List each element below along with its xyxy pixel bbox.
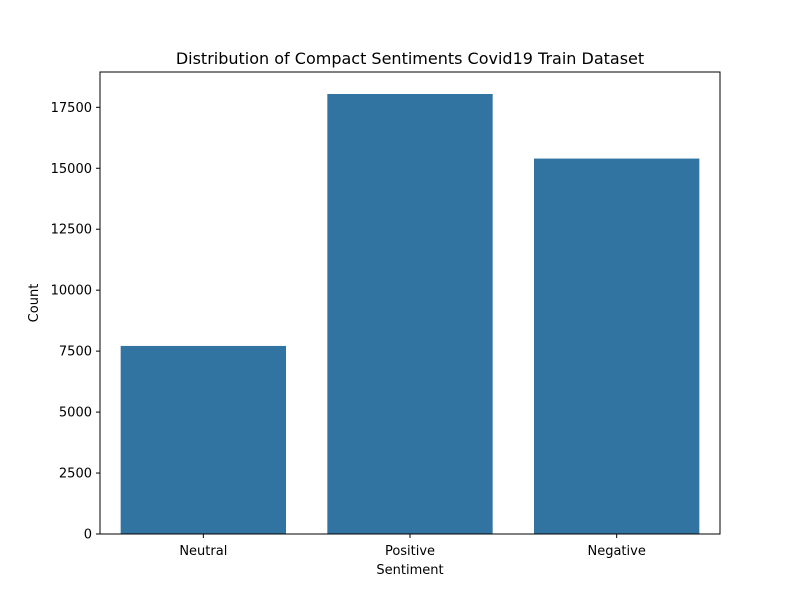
y-tick-label: 10000 bbox=[51, 284, 92, 299]
bar-positive bbox=[327, 93, 493, 534]
x-axis-label: Sentiment bbox=[376, 563, 443, 578]
y-tick-label: 5000 bbox=[59, 406, 92, 421]
y-axis-ticks: 0 2500 5000 7500 10000 12500 15000 17500 bbox=[51, 101, 100, 543]
y-tick-label: 2500 bbox=[59, 467, 92, 482]
y-tick-label: 0 bbox=[84, 528, 92, 543]
bar-neutral bbox=[120, 345, 287, 534]
x-tick-label-positive: Positive bbox=[385, 544, 435, 559]
bar-negative bbox=[534, 158, 700, 534]
y-tick-label: 15000 bbox=[51, 162, 92, 177]
y-tick-label: 17500 bbox=[51, 101, 92, 116]
chart-title: Distribution of Compact Sentiments Covid… bbox=[176, 49, 644, 68]
plot-frame bbox=[99, 71, 721, 535]
x-axis-ticks: Neutral Positive Negative bbox=[179, 534, 646, 559]
x-tick-label-neutral: Neutral bbox=[179, 544, 227, 559]
y-tick-label: 12500 bbox=[51, 223, 92, 238]
bars-group bbox=[120, 93, 700, 534]
x-tick-label-negative: Negative bbox=[587, 544, 645, 559]
y-axis-label: Count bbox=[27, 284, 42, 323]
y-tick-label: 7500 bbox=[59, 345, 92, 360]
